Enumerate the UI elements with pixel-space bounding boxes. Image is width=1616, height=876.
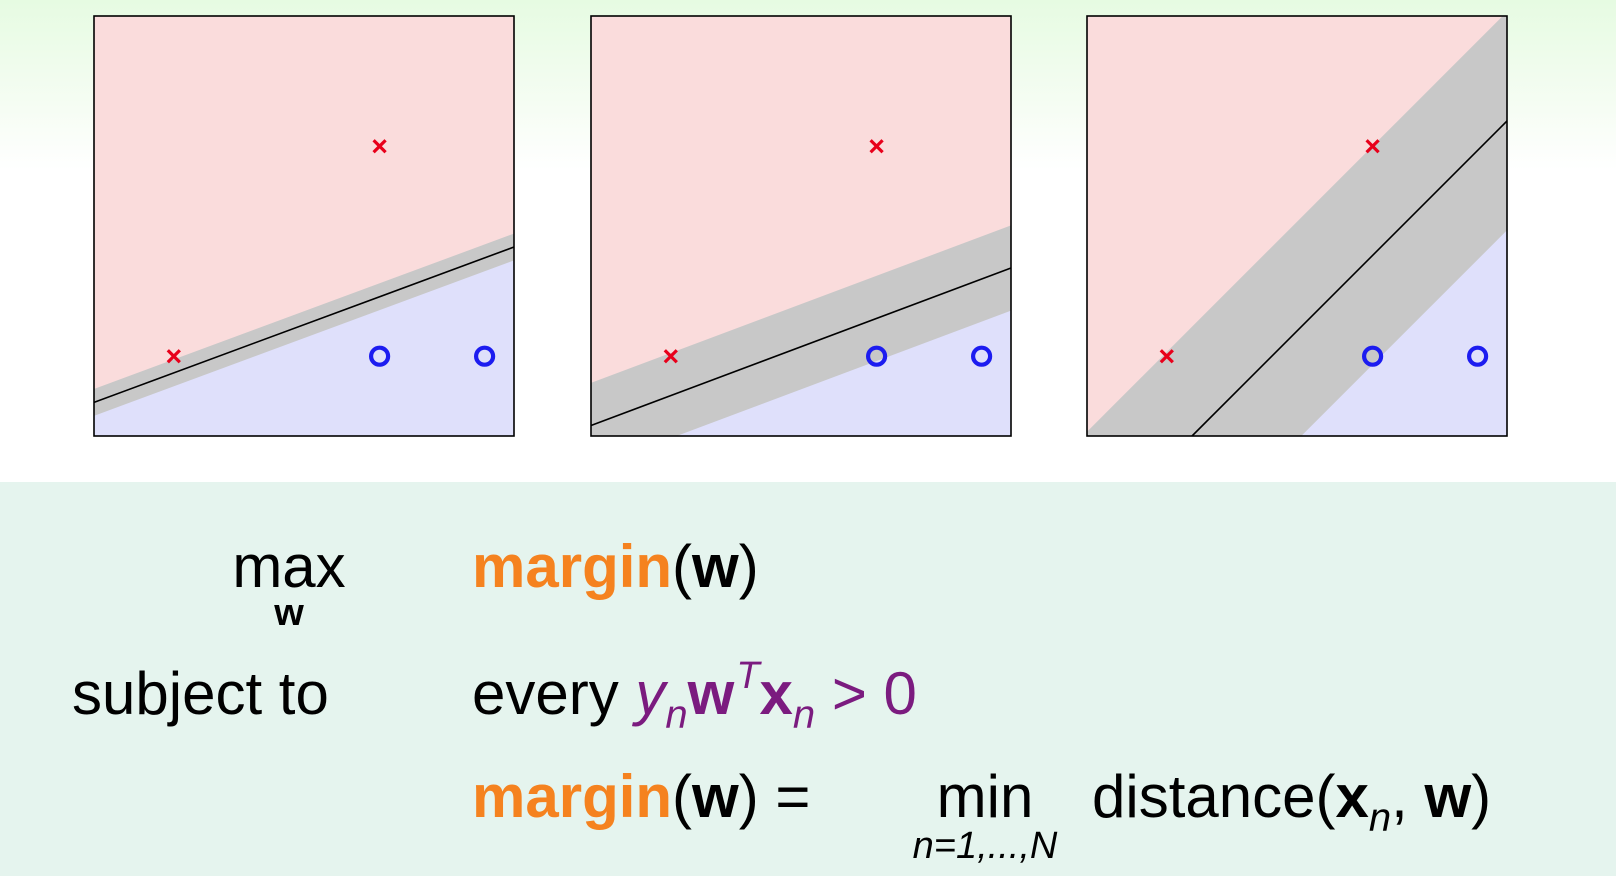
cross-point: [1159, 349, 1174, 364]
plot-frame: [93, 15, 515, 437]
margin-band: [1087, 16, 1507, 436]
classifier-plot-3: [1086, 15, 1508, 437]
cross-stroke: [1159, 349, 1174, 364]
plot-frame: [590, 15, 1012, 437]
circle-point: [1467, 345, 1489, 367]
cross-stroke: [166, 349, 181, 364]
plot-frame: [1086, 15, 1508, 437]
circle-point: [369, 345, 391, 367]
decision-boundary: [93, 246, 515, 404]
classifier-panel-1: [93, 15, 515, 437]
decision-boundary: [1191, 120, 1508, 437]
cross-point: [372, 139, 387, 154]
cross-point: [663, 349, 678, 364]
red-region: [591, 16, 1011, 426]
cross-stroke: [663, 349, 678, 364]
margin-band: [591, 225, 1011, 436]
min-operator: min: [936, 763, 1034, 830]
cross-point: [869, 139, 884, 154]
classifier-plot-2: [590, 15, 1012, 437]
subject-to-label: subject to: [72, 660, 329, 727]
circle-point: [866, 345, 888, 367]
margin-definition: margin(w) =: [472, 763, 811, 830]
cross-stroke: [372, 139, 387, 154]
circle-point: [971, 345, 993, 367]
optimization-problem: max w margin(w) subject to every ynwTxn …: [0, 482, 1616, 876]
red-region: [94, 16, 514, 403]
distance-term: distance(xn, w): [1092, 763, 1492, 840]
cross-stroke: [1365, 139, 1380, 154]
classifier-panel-2: [590, 15, 1012, 437]
max-subscript: w: [274, 592, 304, 634]
min-subscript: n=1,...,N: [912, 825, 1058, 867]
formula-background: [0, 482, 1616, 876]
classifier-panel-3: [1086, 15, 1508, 437]
cross-point: [166, 349, 181, 364]
max-operator: max: [232, 533, 346, 600]
classifier-plot-1: [93, 15, 515, 437]
circle-point: [474, 345, 496, 367]
circle-point: [1362, 345, 1384, 367]
decision-boundary: [590, 267, 1012, 427]
constraint-every: every ynwTxn > 0: [472, 655, 917, 737]
cross-stroke: [869, 139, 884, 154]
objective: margin(w): [472, 533, 759, 600]
cross-point: [1365, 139, 1380, 154]
